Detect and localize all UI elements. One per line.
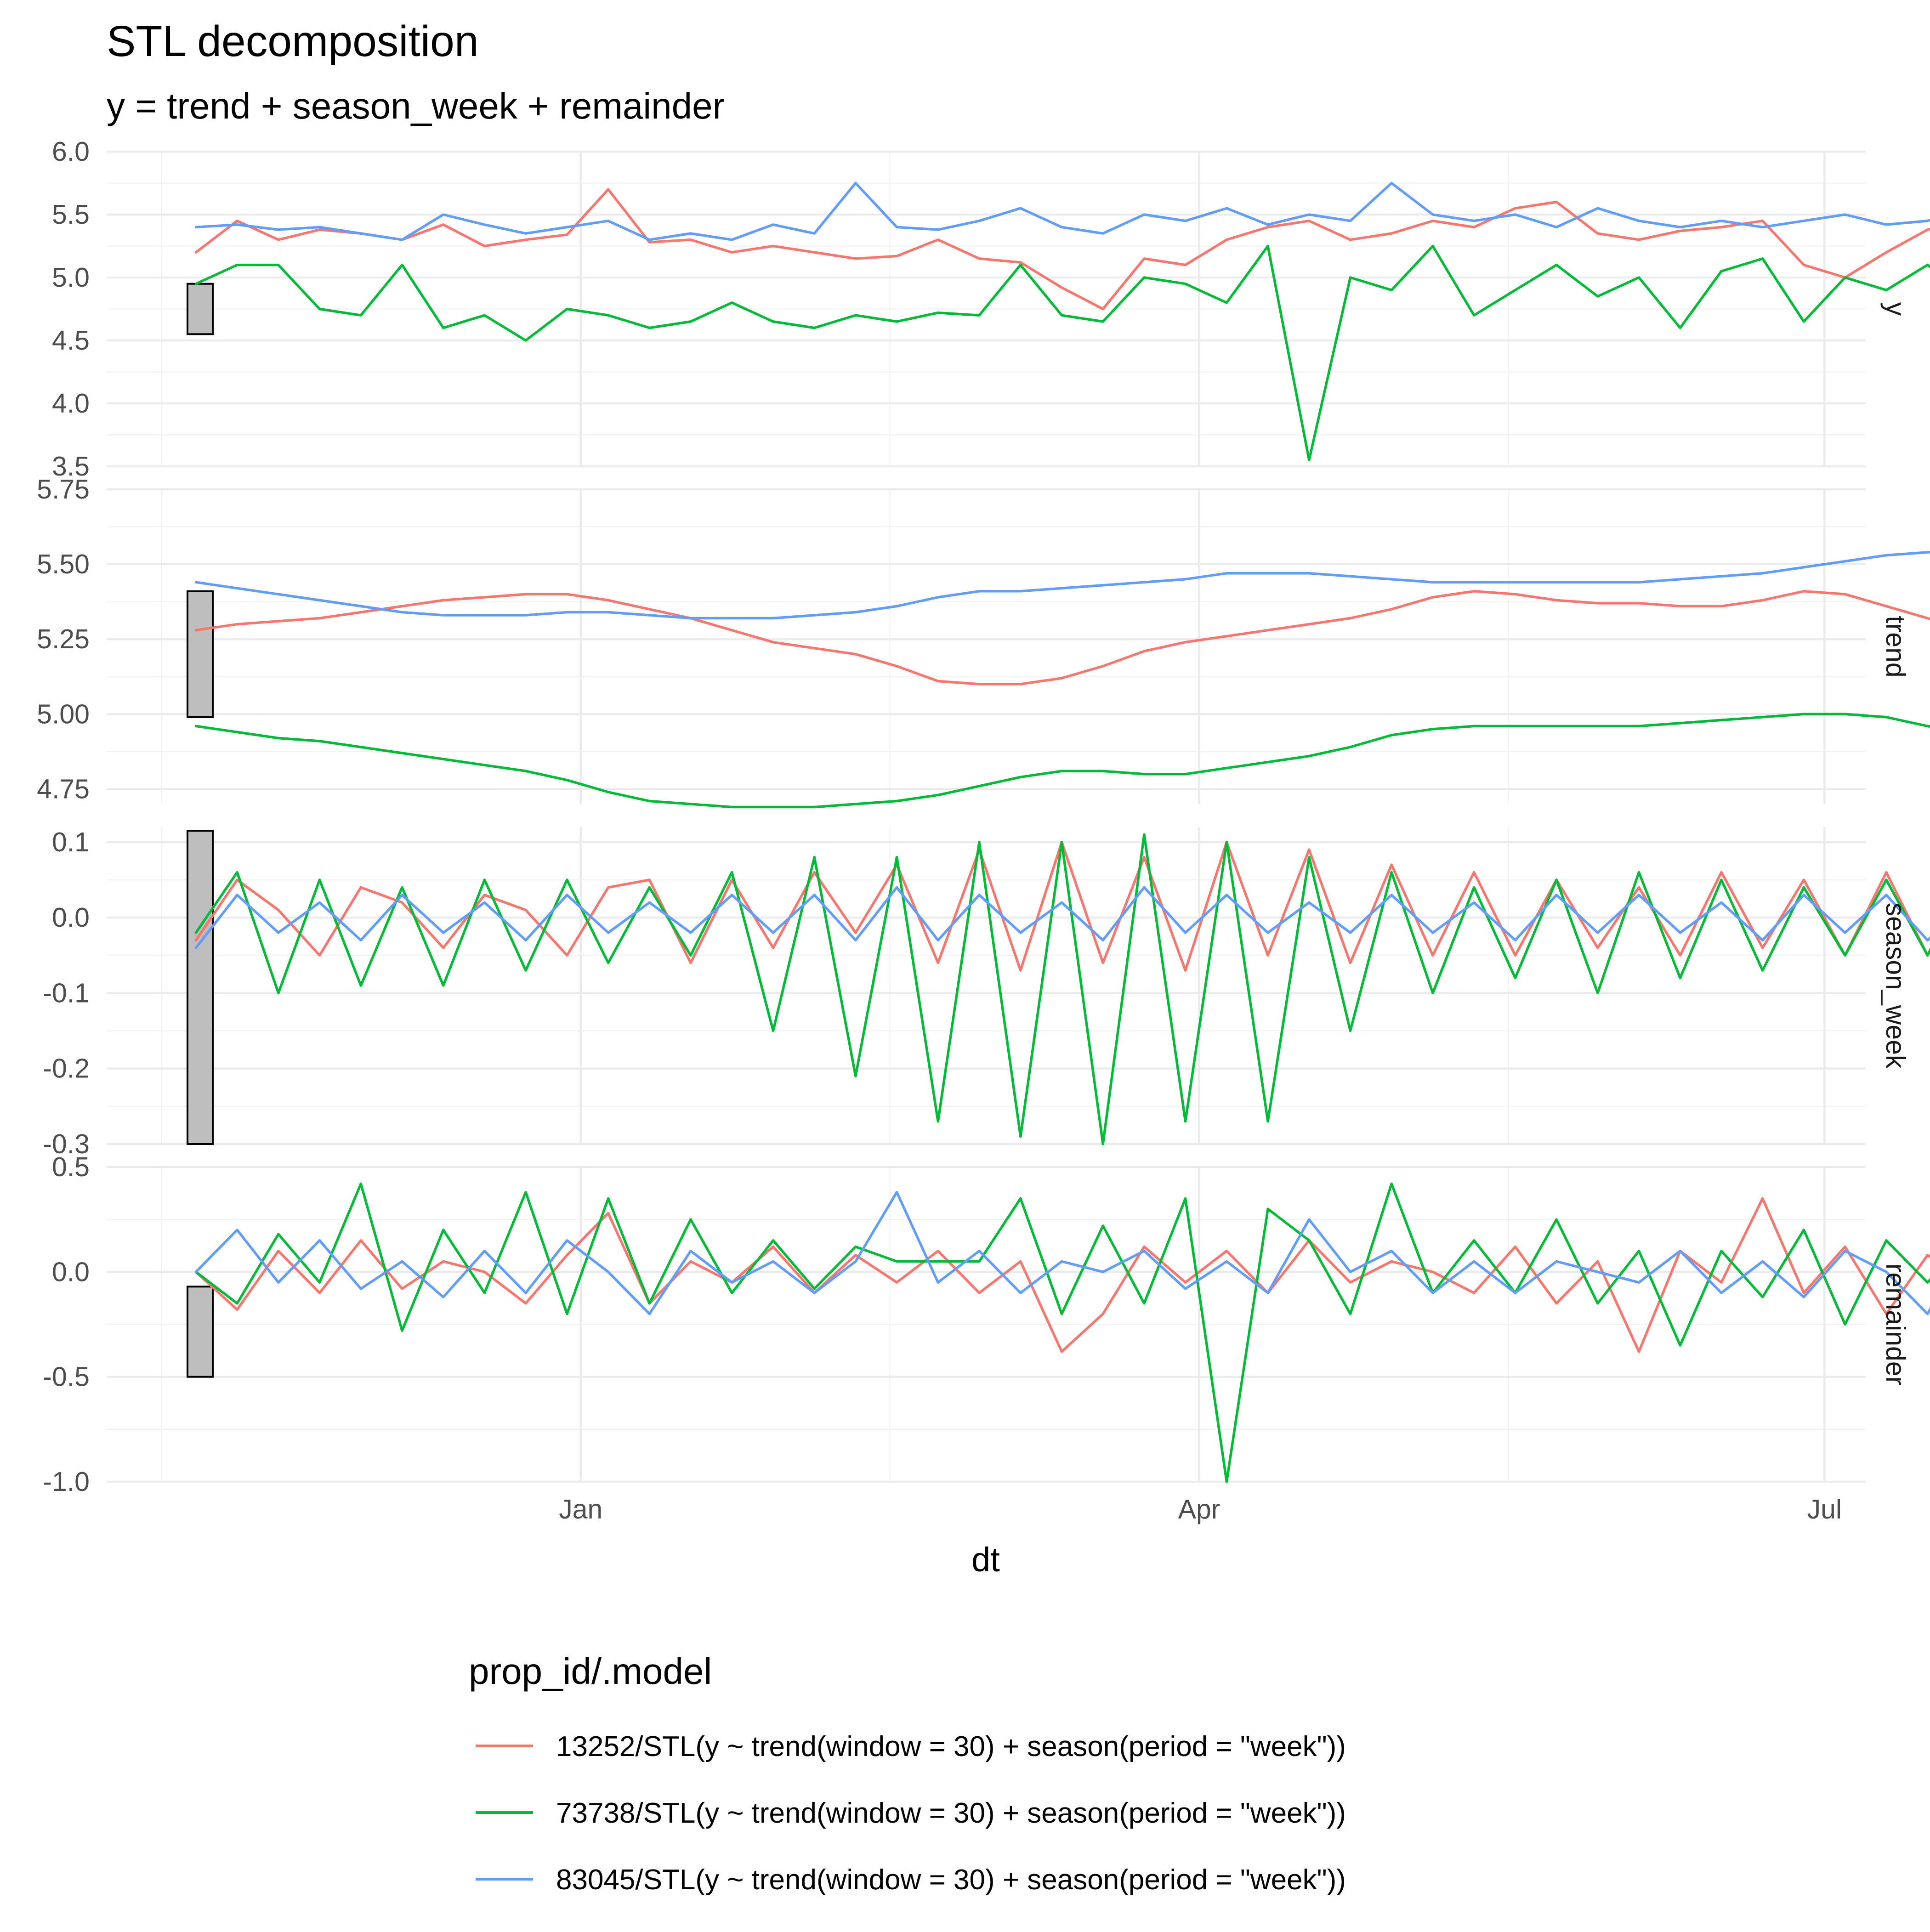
y-tick-label: -0.3 <box>43 1129 90 1159</box>
legend-label: 73738/STL(y ~ trend(window = 30) + seaso… <box>556 1797 1346 1829</box>
range-bar <box>187 830 214 1145</box>
chart-title: STL decomposition <box>107 17 479 66</box>
range-bar <box>187 590 214 718</box>
chart-subtitle: y = trend + season_week + remainder <box>107 85 725 126</box>
panel-remainder: -1.0 -0.5 0.0 0.5 remainder <box>43 1152 1930 1497</box>
y-tick-label: 0.5 <box>52 1152 90 1182</box>
y-tick-label: 3.5 <box>52 451 90 482</box>
series-line-y-1 <box>194 188 1930 311</box>
panel-trend: 4.75 5.00 5.25 5.50 5.75 trend <box>37 474 1930 809</box>
panels: 3.5 4.0 4.5 5.0 5.5 6.0 y 4.75 5.00 5.25 5.50 5.75 t… <box>37 136 1930 1497</box>
panel-y: 3.5 4.0 4.5 5.0 5.5 6.0 y <box>52 136 1930 482</box>
y-tick-label: 5.0 <box>52 262 90 293</box>
legend-item: 13252/STL(y ~ trend(window = 30) + seaso… <box>476 1731 1346 1762</box>
series-line-y-2 <box>194 244 1930 462</box>
y-tick-label: 6.0 <box>52 136 90 167</box>
series-line-season-week-3 <box>194 886 1930 949</box>
y-tick-label: 0.0 <box>52 1257 90 1287</box>
y-tick-label: 4.0 <box>52 388 90 419</box>
y-tick-label: -0.2 <box>43 1054 90 1084</box>
y-tick-label: 4.75 <box>37 774 90 804</box>
series-line-trend-3 <box>194 550 1930 620</box>
strip-label: trend <box>1880 616 1911 677</box>
series-line-remainder-3 <box>194 1191 1930 1315</box>
legend-title: prop_id/.model <box>469 1651 712 1692</box>
y-tick-label: 4.5 <box>52 325 90 356</box>
strip-label: y <box>1880 302 1911 316</box>
x-axis: Jan Apr Jul <box>559 1494 1842 1524</box>
strip-label: remainder <box>1880 1263 1911 1386</box>
y-tick-label: -1.0 <box>43 1467 90 1497</box>
series-line-trend-1 <box>194 590 1930 686</box>
x-tick-label: Apr <box>1178 1494 1220 1524</box>
y-tick-label: 0.0 <box>52 902 90 933</box>
strip-label: season_week <box>1880 903 1911 1069</box>
legend-item: 73738/STL(y ~ trend(window = 30) + seaso… <box>476 1797 1346 1829</box>
series-line-remainder-1 <box>194 1197 1930 1353</box>
range-bar <box>187 1286 214 1378</box>
y-tick-label: 5.50 <box>37 549 90 579</box>
x-tick-label: Jul <box>1807 1494 1842 1524</box>
y-tick-label: 5.25 <box>37 624 90 654</box>
y-tick-label: 5.75 <box>37 474 90 504</box>
legend-label: 83045/STL(y ~ trend(window = 30) + seaso… <box>556 1864 1346 1896</box>
y-tick-label: 5.5 <box>52 199 90 230</box>
y-tick-label: 0.1 <box>52 827 90 857</box>
legend-item: 83045/STL(y ~ trend(window = 30) + seaso… <box>476 1864 1346 1896</box>
range-bar <box>187 283 214 335</box>
series-line-trend-2 <box>194 713 1930 809</box>
y-tick-label: -0.1 <box>43 978 90 1008</box>
series-line-season-week-1 <box>194 841 1930 972</box>
series-line-season-week-2 <box>194 833 1930 1145</box>
x-axis-title: dt <box>971 1541 1000 1579</box>
y-tick-label: -0.5 <box>43 1362 90 1392</box>
panel-season-week: -0.3 -0.2 -0.1 0.0 0.1 season_week <box>43 827 1930 1159</box>
series-line-remainder-2 <box>194 1182 1930 1483</box>
series-line-y-3 <box>194 181 1930 241</box>
legend: prop_id/.model 13252/STL(y ~ trend(windo… <box>469 1651 1346 1896</box>
legend-label: 13252/STL(y ~ trend(window = 30) + seaso… <box>556 1731 1346 1762</box>
x-tick-label: Jan <box>559 1494 602 1524</box>
y-tick-label: 5.00 <box>37 699 90 729</box>
